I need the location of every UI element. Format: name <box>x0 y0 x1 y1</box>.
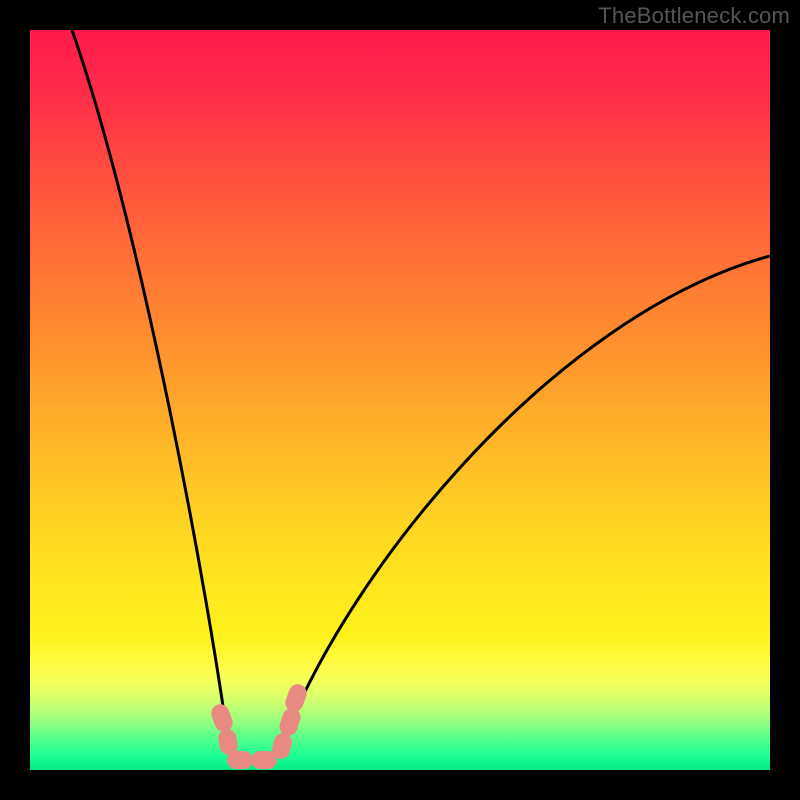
bottleneck-chart <box>0 0 800 800</box>
trough-marker <box>227 751 253 769</box>
watermark-text: TheBottleneck.com <box>598 3 790 29</box>
gradient-panel <box>30 30 770 770</box>
